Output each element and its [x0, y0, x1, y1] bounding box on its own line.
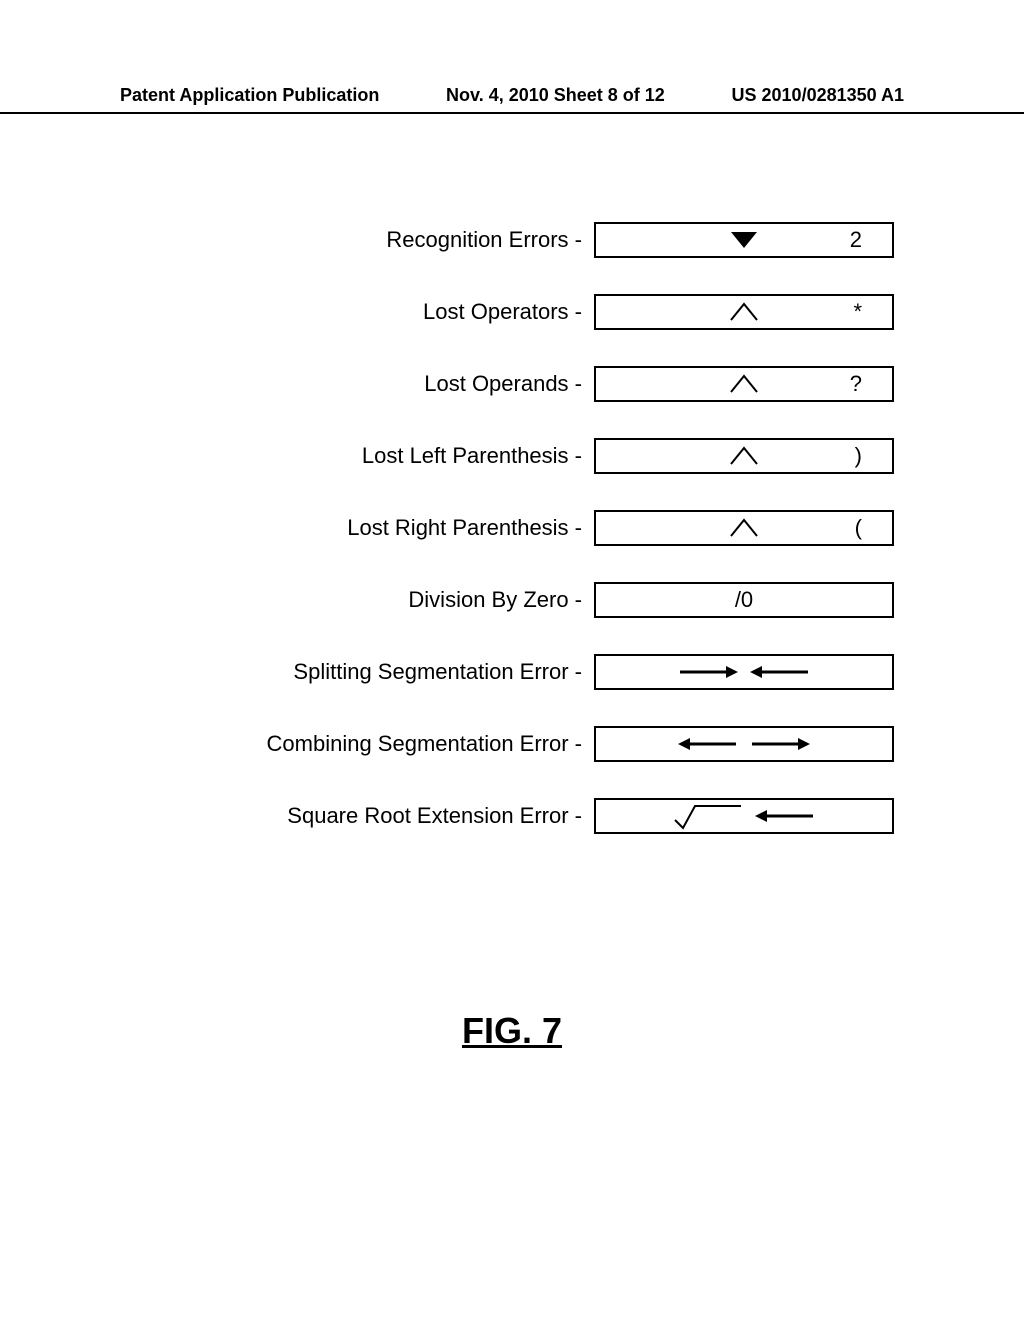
box-center-text: /0 [735, 587, 753, 613]
label: Combining Segmentation Error - [267, 731, 594, 757]
row-division-by-zero: Division By Zero - /0 [0, 580, 1024, 620]
box [594, 798, 894, 834]
label: Splitting Segmentation Error - [293, 659, 594, 685]
row-lost-operators: Lost Operators - * [0, 292, 1024, 332]
triangle-up-outline-icon [729, 518, 759, 538]
box-value: * [853, 299, 862, 325]
figure-content: Recognition Errors - 2 Lost Operators - … [0, 220, 1024, 868]
triangle-down-filled-icon [729, 230, 759, 250]
sqrt-arrow-icon [673, 802, 815, 830]
row-combining-seg-error: Combining Segmentation Error - [0, 724, 1024, 764]
label: Lost Right Parenthesis - [347, 515, 594, 541]
header-left: Patent Application Publication [120, 85, 379, 106]
label: Division By Zero - [408, 587, 594, 613]
page-header: Patent Application Publication Nov. 4, 2… [0, 85, 1024, 114]
box-value: ( [855, 515, 862, 541]
row-lost-left-paren: Lost Left Parenthesis - ) [0, 436, 1024, 476]
label: Lost Operands - [424, 371, 594, 397]
row-lost-right-paren: Lost Right Parenthesis - ( [0, 508, 1024, 548]
label: Lost Left Parenthesis - [362, 443, 594, 469]
box-value: 2 [850, 227, 862, 253]
box-value: ? [850, 371, 862, 397]
triangle-up-outline-icon [729, 446, 759, 466]
row-sqrt-extension-error: Square Root Extension Error - [0, 796, 1024, 836]
arrows-in-icon [678, 664, 810, 680]
box: /0 [594, 582, 894, 618]
box: ? [594, 366, 894, 402]
box: ) [594, 438, 894, 474]
label: Lost Operators - [423, 299, 594, 325]
figure-caption: FIG. 7 [0, 1010, 1024, 1052]
triangle-up-outline-icon [729, 374, 759, 394]
header-center: Nov. 4, 2010 Sheet 8 of 12 [446, 85, 665, 106]
label: Square Root Extension Error - [287, 803, 594, 829]
arrows-out-icon [678, 736, 810, 752]
box-value: ) [855, 443, 862, 469]
row-lost-operands: Lost Operands - ? [0, 364, 1024, 404]
box: ( [594, 510, 894, 546]
box [594, 654, 894, 690]
label: Recognition Errors - [386, 227, 594, 253]
box [594, 726, 894, 762]
header-right: US 2010/0281350 A1 [732, 85, 904, 106]
row-recognition-errors: Recognition Errors - 2 [0, 220, 1024, 260]
box: * [594, 294, 894, 330]
triangle-up-outline-icon [729, 302, 759, 322]
row-splitting-seg-error: Splitting Segmentation Error - [0, 652, 1024, 692]
box: 2 [594, 222, 894, 258]
